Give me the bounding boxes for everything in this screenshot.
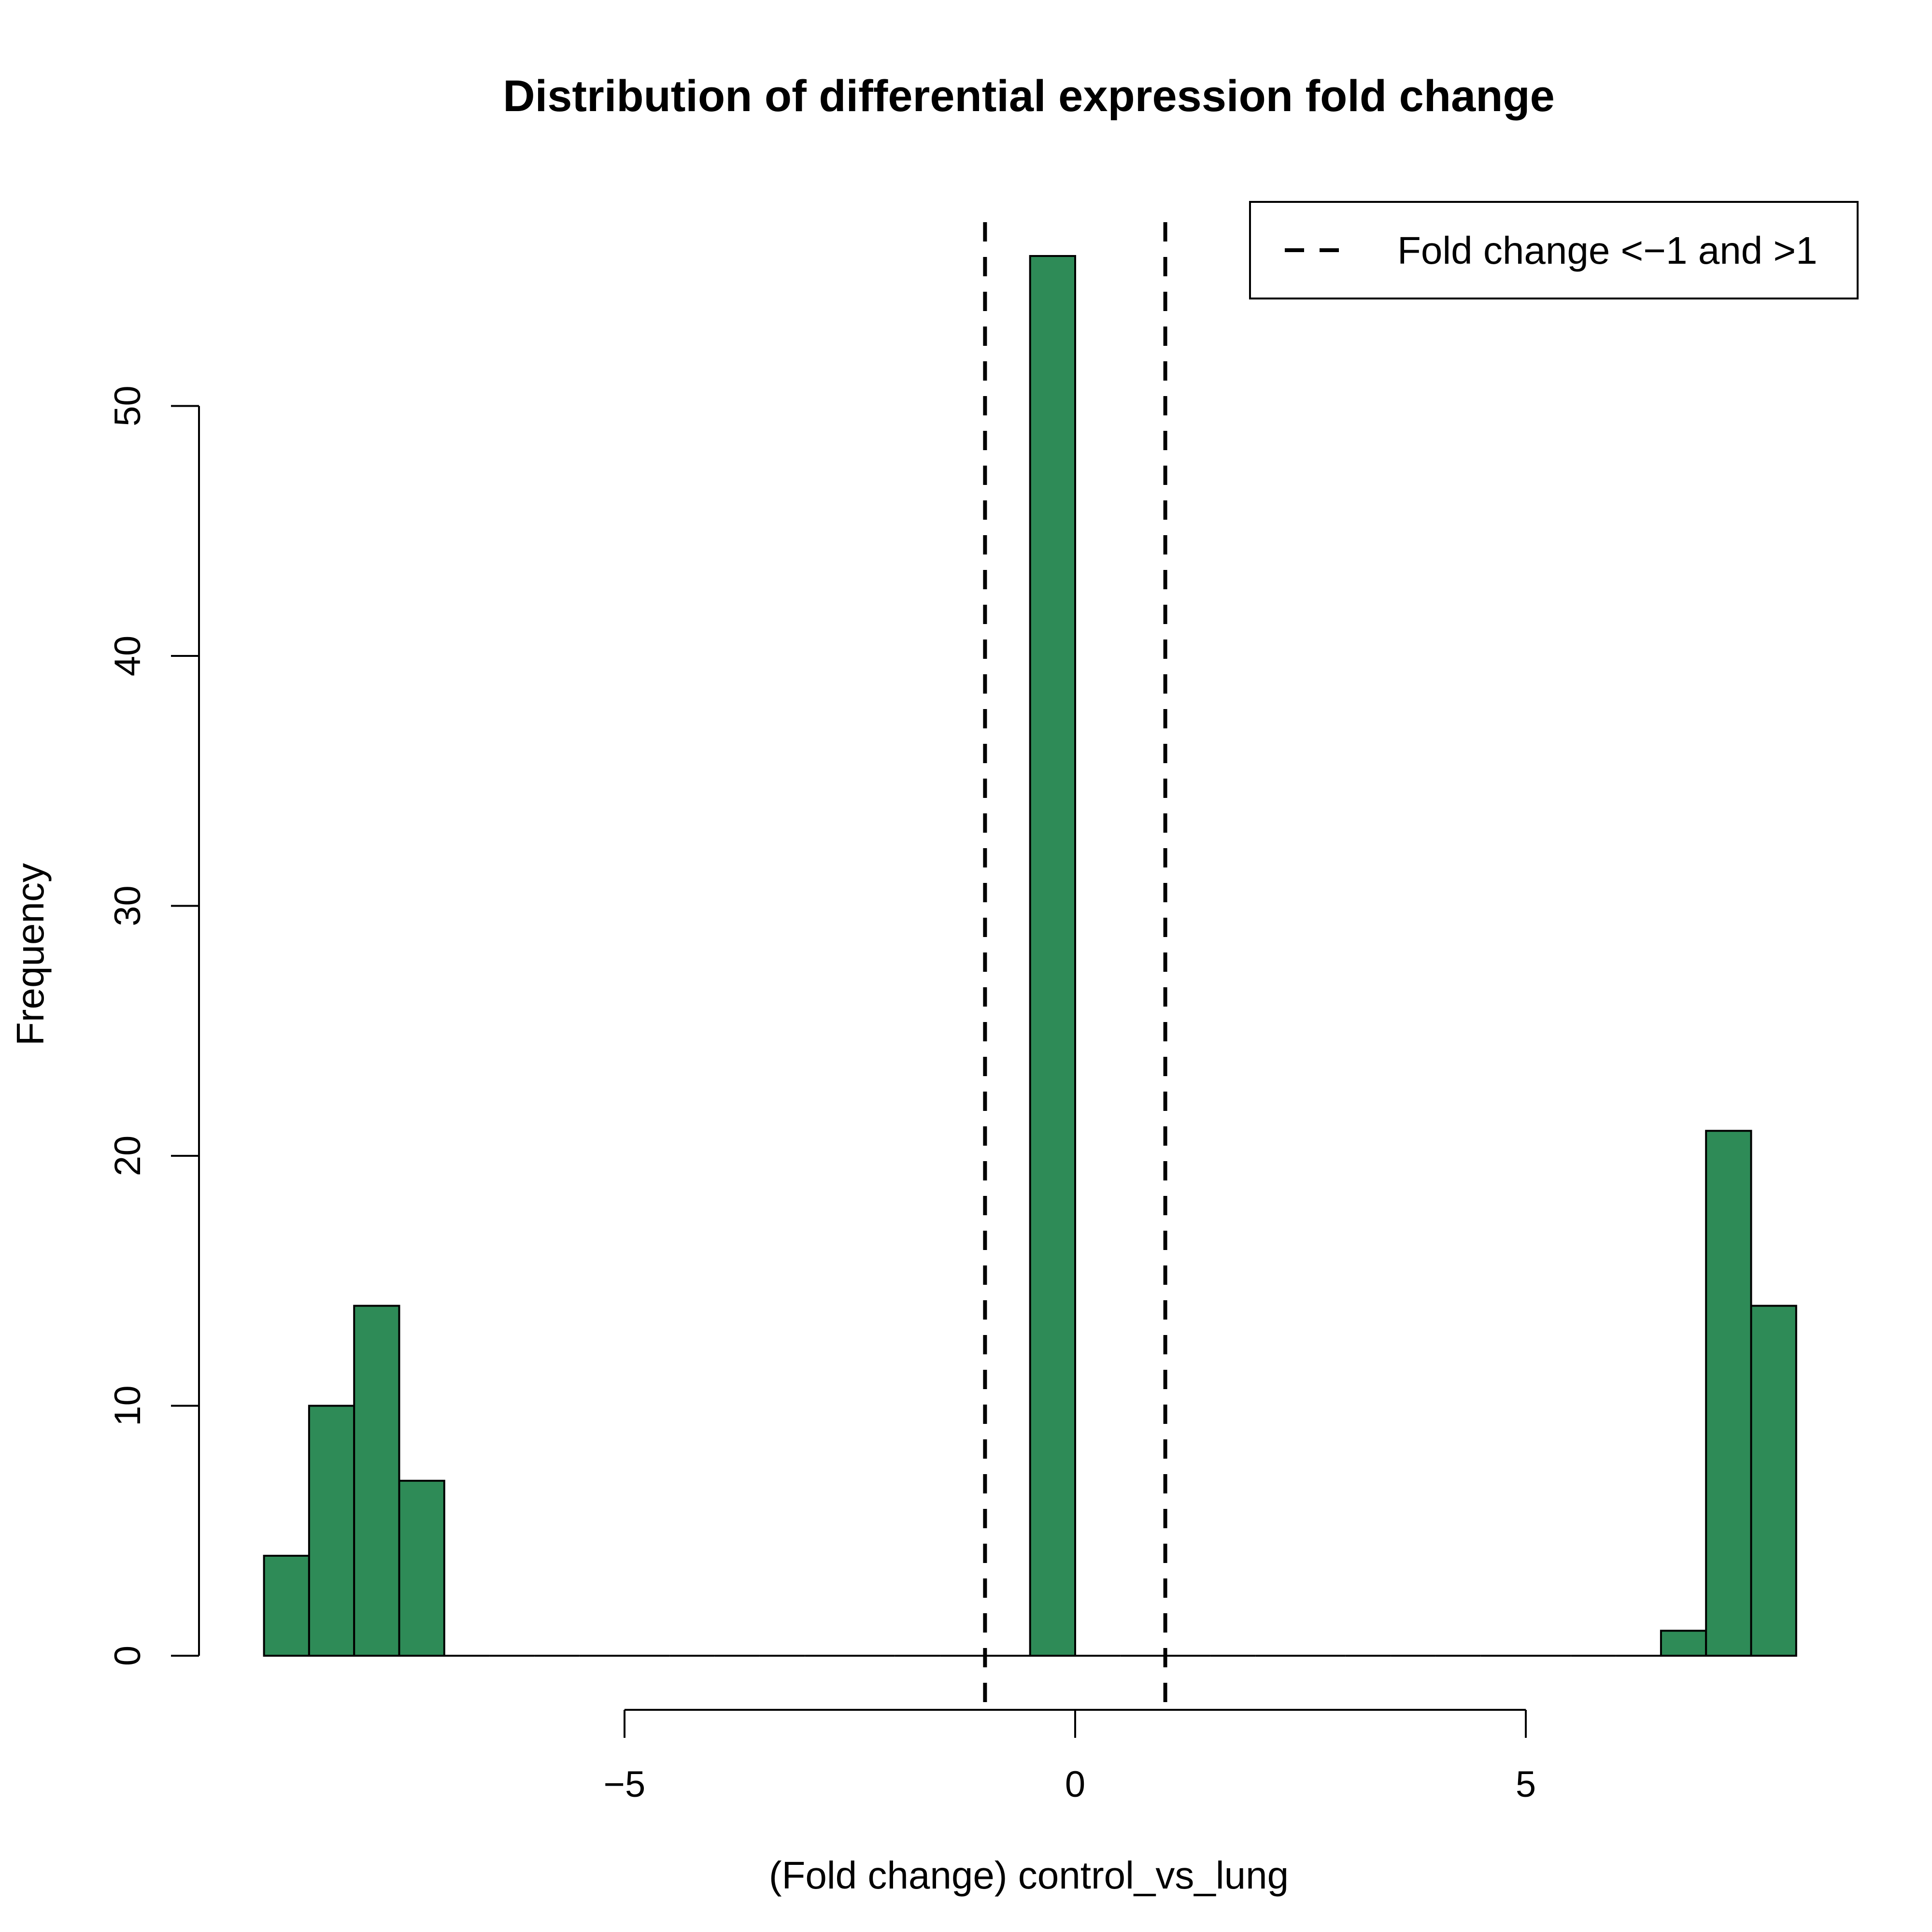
y-tick-label: 30: [107, 885, 148, 926]
y-tick-label: 40: [107, 636, 148, 677]
y-axis-label: Frequency: [9, 863, 52, 1046]
x-tick-label: 5: [1516, 1764, 1536, 1805]
legend-box: [1249, 201, 1859, 299]
x-axis-label: (Fold change) control_vs_lung: [769, 1854, 1289, 1897]
y-tick-label: 50: [107, 385, 148, 426]
y-tick-label: 10: [107, 1385, 148, 1426]
histogram-bar: [353, 1305, 400, 1657]
histogram-bar: [308, 1405, 355, 1657]
histogram-bar: [1705, 1130, 1752, 1657]
histogram-bar: [1029, 255, 1076, 1657]
histogram-bars: [263, 255, 1797, 1657]
chart-title: Distribution of differential expression …: [503, 71, 1555, 121]
histogram-bar: [1750, 1305, 1797, 1657]
histogram-bar: [1660, 1630, 1707, 1657]
y-tick-label: 0: [107, 1646, 148, 1666]
y-axis: 0 10 20 30 40 50: [107, 385, 200, 1666]
histogram-bar: [398, 1479, 445, 1657]
x-tick-label: −5: [604, 1764, 646, 1805]
x-axis: −5 0 5: [604, 1709, 1536, 1805]
legend: Fold change <−1 and >1: [1249, 201, 1859, 299]
legend-entry-label: Fold change <−1 and >1: [1397, 229, 1818, 272]
histogram-bar: [263, 1555, 310, 1657]
y-tick-label: 20: [107, 1136, 148, 1177]
reference-lines: [983, 222, 1167, 1715]
x-tick-label: 0: [1065, 1764, 1085, 1805]
